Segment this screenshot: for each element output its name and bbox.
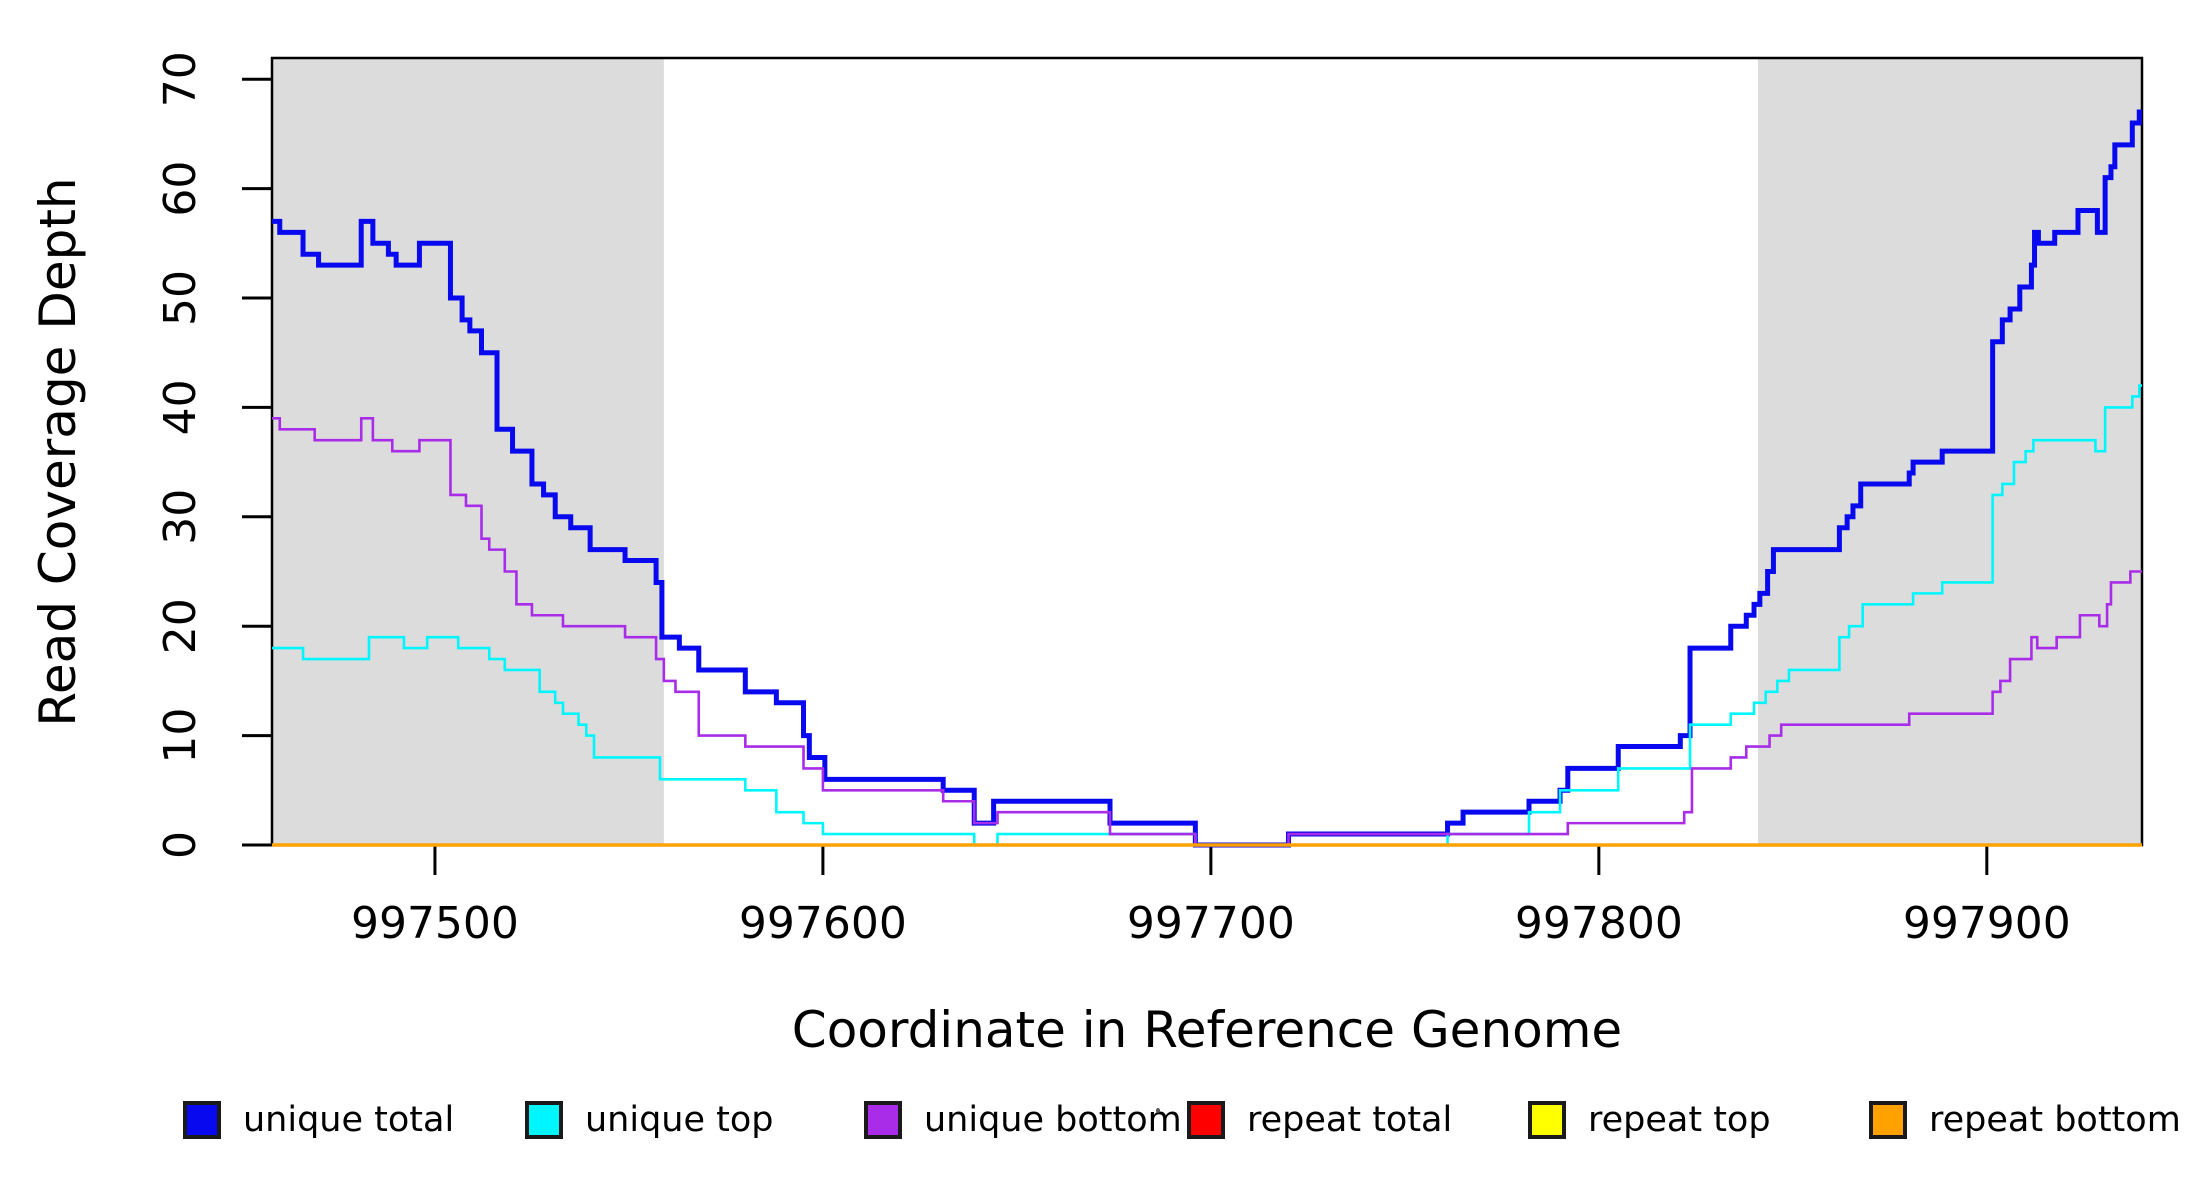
y-tick-label: 70 [155, 51, 206, 107]
legend-swatch-unique_top [525, 1101, 563, 1139]
x-tick-label: 997600 [739, 898, 907, 949]
y-tick-label: 20 [155, 598, 206, 654]
legend-item-unique-top: unique top [525, 1098, 774, 1142]
x-tick-label: 997900 [1903, 898, 2071, 949]
stray-dot [1156, 1108, 1160, 1113]
x-tick-label: 997700 [1127, 898, 1295, 949]
legend-label: unique total [243, 1100, 455, 1140]
x-tick-label: 997800 [1515, 898, 1683, 949]
legend-item-unique-total: unique total [183, 1098, 454, 1142]
y-axis-title: Read Coverage Depth [29, 177, 87, 727]
legend-swatch-unique_bottom [864, 1101, 902, 1139]
legend-swatch-repeat_total [1187, 1101, 1225, 1139]
shaded-region-1 [272, 58, 664, 845]
y-tick-label: 0 [155, 831, 206, 859]
y-tick-label: 30 [155, 489, 206, 545]
plot-legend: unique total unique top unique bottom repea… [0, 1098, 2200, 1148]
legend-item-repeat-total: repeat total [1187, 1098, 1452, 1142]
legend-item-unique-bottom: unique bottom [864, 1098, 1182, 1142]
y-tick-label: 50 [155, 270, 206, 326]
series-unique-top [272, 384, 2142, 847]
x-axis-title: Coordinate in Reference Genome [791, 1001, 1623, 1059]
legend-label: repeat top [1588, 1100, 1771, 1140]
legend-label: unique top [585, 1100, 774, 1140]
legend-swatch-unique_total [183, 1101, 221, 1139]
legend-label: repeat total [1247, 1100, 1453, 1140]
series-unique-total [272, 109, 2142, 848]
x-tick-label: 997500 [351, 898, 519, 949]
legend-swatch-repeat_top [1528, 1101, 1566, 1139]
legend-label: repeat bottom [1929, 1100, 2181, 1140]
legend-item-repeat-bottom: repeat bottom [1869, 1098, 2181, 1142]
y-tick-label: 60 [155, 161, 206, 217]
legend-item-repeat-top: repeat top [1528, 1098, 1771, 1142]
legend-label: unique bottom [924, 1100, 1182, 1140]
series-unique-bottom [272, 417, 2142, 847]
y-tick-label: 40 [155, 379, 206, 435]
y-tick-label: 10 [155, 708, 206, 764]
legend-swatch-repeat_bottom [1869, 1101, 1907, 1139]
